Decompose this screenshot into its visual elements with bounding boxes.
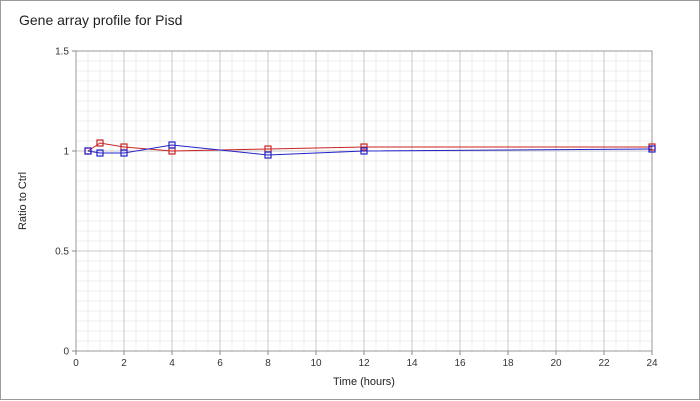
y-tick-label: 1.5 — [55, 47, 69, 58]
y-tick-label: 0.5 — [55, 247, 69, 258]
x-tick-label: 12 — [358, 358, 370, 369]
y-axis-label: Ratio to Ctrl — [17, 172, 29, 230]
x-tick-label: 0 — [73, 358, 79, 369]
x-tick-label: 16 — [454, 358, 466, 369]
x-tick-label: 6 — [217, 358, 223, 369]
x-axis-ticks: 0 2 4 6 8 10 12 14 16 18 20 22 24 — [73, 351, 658, 369]
y-axis-ticks: 0 0.5 1 1.5 — [55, 47, 76, 358]
x-tick-label: 14 — [406, 358, 418, 369]
x-tick-label: 8 — [265, 358, 271, 369]
data-point-marker[interactable] — [648, 145, 656, 153]
x-tick-label: 20 — [550, 358, 562, 369]
y-tick-label: 0 — [63, 347, 69, 358]
x-tick-label: 2 — [121, 358, 127, 369]
x-tick-label: 4 — [169, 358, 175, 369]
series-line — [87, 144, 653, 156]
data-point-marker[interactable] — [120, 149, 128, 157]
y-tick-label: 1 — [63, 147, 69, 158]
data-point-marker[interactable] — [96, 149, 104, 157]
series-layer — [84, 139, 656, 159]
x-tick-label: 18 — [502, 358, 514, 369]
data-point-marker[interactable] — [168, 141, 176, 149]
x-tick-label: 22 — [598, 358, 610, 369]
series-2 — [84, 141, 656, 159]
x-tick-label: 24 — [646, 358, 658, 369]
data-point-marker[interactable] — [84, 147, 92, 155]
data-point-marker[interactable] — [96, 139, 104, 147]
series-line — [87, 142, 652, 152]
data-point-marker[interactable] — [360, 147, 368, 155]
data-point-marker[interactable] — [360, 143, 368, 151]
x-axis-label: Time (hours) — [333, 376, 395, 388]
chart-title: Gene array profile for Pisd — [19, 12, 183, 28]
data-point-marker[interactable] — [264, 151, 272, 159]
x-tick-label: 10 — [310, 358, 322, 369]
